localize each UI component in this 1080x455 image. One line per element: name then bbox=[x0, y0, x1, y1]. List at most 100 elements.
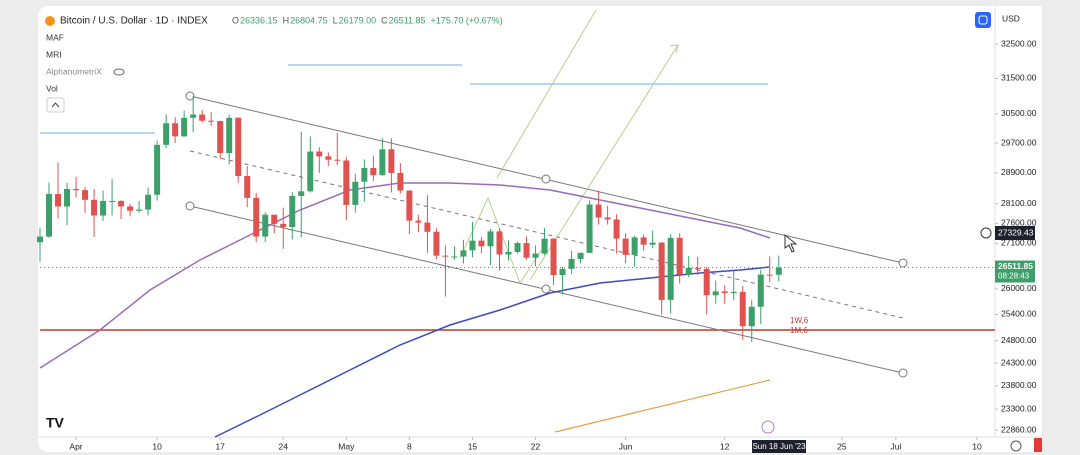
candle-body bbox=[460, 250, 467, 257]
toolbar-button[interactable] bbox=[975, 12, 991, 28]
candle-body bbox=[136, 209, 143, 211]
handle bbox=[898, 258, 908, 268]
candle-body bbox=[271, 214, 278, 224]
candle-body bbox=[694, 268, 701, 270]
candle-body bbox=[667, 237, 674, 300]
currency-label[interactable]: USD bbox=[1002, 13, 1020, 23]
candle-body bbox=[190, 114, 197, 118]
candle-body bbox=[721, 291, 728, 294]
candle-body bbox=[307, 151, 314, 192]
indicator-label[interactable]: MRI bbox=[46, 49, 62, 59]
indicator-label[interactable]: Vol bbox=[46, 83, 58, 93]
projection-line bbox=[496, 9, 597, 179]
y-tick-label: 30500.00 bbox=[1001, 108, 1037, 118]
candle-body bbox=[568, 258, 575, 269]
candle-body bbox=[217, 121, 224, 154]
crosshair-date-tag bbox=[752, 440, 806, 453]
candle-body bbox=[73, 188, 80, 191]
y-tick-label: 32500.00 bbox=[1001, 38, 1037, 48]
legend-key: O bbox=[232, 15, 239, 25]
candle-body bbox=[379, 149, 386, 176]
candle-body bbox=[748, 306, 755, 327]
candle-body bbox=[334, 159, 341, 161]
candle-body bbox=[388, 149, 395, 173]
symbol-icon bbox=[45, 16, 55, 26]
legend-value: 26179.00 bbox=[339, 15, 377, 25]
add-button[interactable] bbox=[980, 227, 992, 239]
candle-body bbox=[289, 195, 296, 227]
candle-body bbox=[478, 240, 485, 247]
y-tick-label: 27100.00 bbox=[1001, 238, 1037, 248]
candle-body bbox=[604, 217, 611, 220]
annotation: 1W,6 bbox=[790, 316, 809, 325]
legend-key: L bbox=[333, 15, 338, 25]
candle-body bbox=[325, 156, 332, 160]
toolbar-icon bbox=[978, 15, 988, 25]
candle-body bbox=[145, 194, 152, 210]
candles bbox=[37, 96, 782, 343]
y-tick-label: 24300.00 bbox=[1001, 357, 1037, 367]
candle-body bbox=[181, 117, 188, 137]
candle-body bbox=[397, 172, 404, 191]
arrow-head bbox=[669, 44, 679, 54]
legend-value: 26804.75 bbox=[290, 15, 328, 25]
candle-body bbox=[703, 268, 710, 296]
indicator-label[interactable]: AlphanumetriX bbox=[46, 66, 102, 76]
y-tick-label: 27600.00 bbox=[1001, 218, 1037, 228]
candle-body bbox=[631, 237, 638, 255]
candle-body bbox=[523, 243, 530, 258]
x-tick-label: Jun bbox=[619, 441, 633, 451]
visibility-icon[interactable] bbox=[113, 68, 125, 76]
wave-path bbox=[459, 196, 549, 285]
channel-handles bbox=[185, 91, 908, 378]
candle-body bbox=[766, 274, 773, 276]
event-icon[interactable] bbox=[761, 420, 775, 434]
candle-body bbox=[55, 194, 62, 207]
candle-body bbox=[613, 219, 620, 239]
cursor bbox=[784, 233, 798, 253]
collapse-button[interactable] bbox=[46, 97, 65, 113]
candle-body bbox=[676, 237, 683, 275]
candle-body bbox=[316, 151, 323, 157]
y-tick-label: 25400.00 bbox=[1001, 309, 1037, 319]
candle-body bbox=[550, 238, 557, 276]
candle-body bbox=[109, 200, 116, 202]
candle-body bbox=[91, 199, 98, 216]
legend-change: +175.70 (+0.67%) bbox=[431, 15, 503, 25]
candle-body bbox=[406, 190, 413, 221]
x-tick-label: 10 bbox=[972, 441, 982, 451]
candle-body bbox=[451, 256, 458, 258]
candle-body bbox=[118, 200, 125, 207]
handle bbox=[541, 174, 551, 184]
y-tick-label: 31500.00 bbox=[1001, 73, 1037, 83]
indicator-label[interactable]: MAF bbox=[46, 32, 64, 42]
y-tick-label: 22860.00 bbox=[1001, 424, 1037, 434]
x-tick-label: May bbox=[338, 441, 355, 451]
moving-average bbox=[214, 266, 771, 438]
candle-body bbox=[730, 291, 737, 294]
candle-body bbox=[280, 223, 287, 227]
candle-body bbox=[352, 181, 359, 205]
x-tick-label: 22 bbox=[531, 441, 541, 451]
y-tick-label: 24800.00 bbox=[1001, 335, 1037, 345]
candle-body bbox=[487, 231, 494, 247]
settings-icon[interactable] bbox=[1010, 440, 1022, 452]
candle-body bbox=[163, 123, 170, 145]
legend-value: 26511.85 bbox=[389, 15, 426, 25]
last-price: 26511.85 bbox=[998, 261, 1033, 271]
x-tick-label: 25 bbox=[837, 441, 847, 451]
candle-body bbox=[172, 123, 179, 137]
candle-body bbox=[64, 188, 71, 207]
candle-body bbox=[46, 194, 53, 237]
corner-badge bbox=[1034, 438, 1042, 452]
logo: TV bbox=[46, 415, 65, 431]
candle-body bbox=[424, 222, 431, 232]
candle-body bbox=[685, 268, 692, 275]
candle-body bbox=[577, 252, 584, 259]
candle-body bbox=[127, 206, 134, 211]
x-tick-label: 8 bbox=[407, 441, 412, 451]
